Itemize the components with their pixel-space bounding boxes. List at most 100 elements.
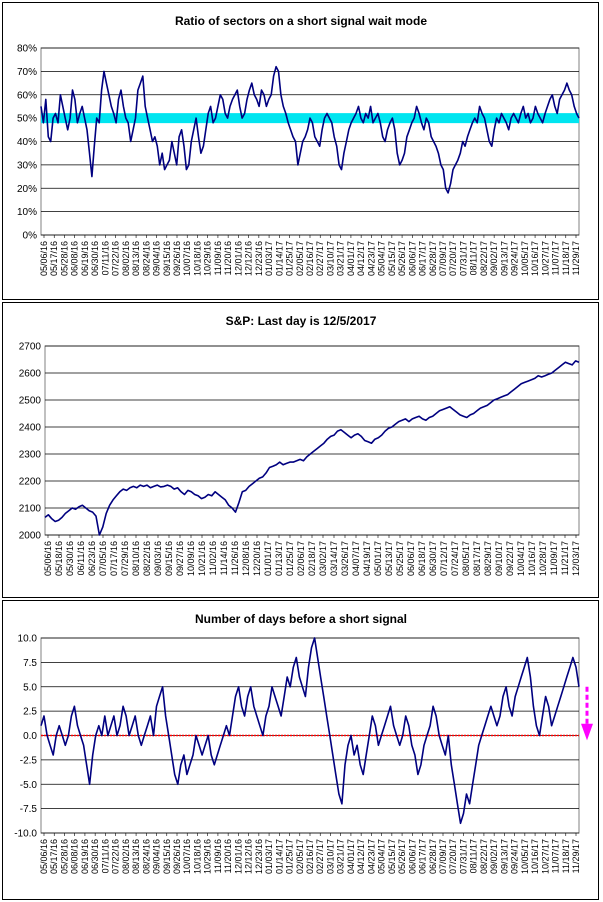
x-tick-label: 06/11/16 bbox=[76, 541, 86, 575]
x-tick-label: 04/23/17 bbox=[366, 839, 376, 874]
x-tick-label: 07/31/17 bbox=[458, 241, 468, 276]
x-tick-label: 08/22/17 bbox=[479, 241, 489, 276]
x-tick-label: 07/22/16 bbox=[111, 839, 121, 874]
x-tick-label: 05/04/17 bbox=[377, 241, 387, 276]
y-tick-label: 2500 bbox=[19, 396, 42, 407]
x-tick-label: 07/05/16 bbox=[98, 541, 108, 576]
y-tick-label: 0% bbox=[23, 231, 38, 242]
x-tick-label: 07/20/17 bbox=[448, 241, 458, 276]
x-tick-label: 10/05/17 bbox=[520, 839, 530, 874]
x-tick-label: 08/24/16 bbox=[141, 241, 151, 276]
x-tick-label: 08/24/16 bbox=[141, 839, 151, 874]
x-tick-label: 08/11/17 bbox=[469, 241, 479, 275]
x-tick-label: 08/10/16 bbox=[131, 541, 141, 576]
x-tick-label: 05/06/16 bbox=[43, 541, 53, 576]
x-tick-label: 12/01/16 bbox=[233, 241, 243, 276]
x-tick-label: 06/08/16 bbox=[70, 241, 80, 276]
x-tick-label: 01/13/17 bbox=[274, 541, 284, 576]
x-tick-label: 11/29/17 bbox=[571, 241, 581, 275]
y-tick-label: 0.0 bbox=[23, 731, 37, 742]
x-tick-label: 11/09/17 bbox=[549, 541, 559, 575]
y-tick-label: 2300 bbox=[19, 450, 42, 461]
x-tick-label: 04/07/17 bbox=[351, 541, 361, 576]
x-tick-label: 07/09/17 bbox=[438, 241, 448, 276]
x-tick-label: 10/27/17 bbox=[540, 241, 550, 276]
x-tick-label: 09/10/17 bbox=[494, 541, 504, 576]
x-tick-label: 09/13/17 bbox=[499, 839, 509, 874]
x-tick-label: 04/23/17 bbox=[366, 241, 376, 276]
x-tick-label: 08/17/17 bbox=[472, 541, 482, 576]
x-tick-label: 04/01/17 bbox=[346, 839, 356, 874]
y-tick-label: -7.5 bbox=[20, 804, 38, 815]
x-tick-label: 02/27/17 bbox=[315, 241, 325, 276]
y-tick-label: 2700 bbox=[19, 342, 42, 353]
chart-panel-sp500: S&P: Last day is 12/5/2017 2000 2100 2200 2… bbox=[2, 302, 599, 598]
x-tick-label: 11/18/17 bbox=[561, 839, 571, 873]
chart-title: Number of days before a short signal bbox=[195, 612, 407, 626]
x-tick-label: 05/17/16 bbox=[49, 241, 59, 276]
x-tick-label: 04/12/17 bbox=[356, 241, 366, 276]
x-tick-label: 09/02/17 bbox=[489, 241, 499, 276]
x-tick-label: 06/30/16 bbox=[90, 241, 100, 276]
x-tick-label: 07/12/17 bbox=[439, 541, 449, 576]
x-tick-label: 10/16/17 bbox=[527, 541, 537, 576]
x-tick-label: 01/25/17 bbox=[285, 241, 295, 276]
y-tick-label: 5.0 bbox=[23, 682, 37, 693]
x-tick-label: 12/23/16 bbox=[254, 839, 264, 874]
x-tick-label: 11/14/16 bbox=[219, 541, 229, 575]
x-tick-label: 06/08/16 bbox=[70, 839, 80, 874]
y-tick-label: 2000 bbox=[19, 531, 42, 542]
x-tick-label: 10/16/17 bbox=[530, 839, 540, 874]
x-tick-label: 05/28/16 bbox=[59, 839, 69, 874]
x-tick-label: 10/07/16 bbox=[182, 241, 192, 276]
x-tick-label: 10/18/16 bbox=[192, 839, 202, 874]
x-tick-label: 09/24/17 bbox=[510, 839, 520, 874]
x-tick-label: 07/11/16 bbox=[100, 839, 110, 873]
x-tick-label: 08/02/16 bbox=[121, 241, 131, 276]
x-tick-label: 11/29/17 bbox=[571, 839, 581, 873]
x-tick-label: 06/30/17 bbox=[428, 541, 438, 576]
x-tick-label: 09/15/16 bbox=[164, 541, 174, 576]
x-tick-label: 12/23/16 bbox=[254, 241, 264, 276]
x-tick-label: 05/06/16 bbox=[39, 241, 49, 276]
y-tick-label: 30% bbox=[17, 160, 37, 171]
x-tick-label: 01/03/17 bbox=[264, 241, 274, 276]
y-tick-label: 40% bbox=[17, 137, 37, 148]
x-tick-label: 10/04/17 bbox=[516, 541, 526, 576]
x-tick-label: 08/22/16 bbox=[142, 541, 152, 576]
x-tick-label: 08/29/17 bbox=[483, 541, 493, 576]
y-tick-label: 2100 bbox=[19, 504, 42, 515]
x-tick-label: 09/22/17 bbox=[505, 541, 515, 576]
x-tick-label: 02/06/17 bbox=[296, 541, 306, 576]
x-tick-label: 09/26/16 bbox=[172, 839, 182, 874]
down-arrow-head bbox=[581, 723, 593, 741]
x-tick-label: 11/02/16 bbox=[208, 541, 218, 575]
x-tick-label: 06/06/17 bbox=[406, 541, 416, 576]
x-tick-label: 03/14/17 bbox=[329, 541, 339, 576]
x-tick-label: 06/23/16 bbox=[87, 541, 97, 576]
x-tick-label: 01/25/17 bbox=[285, 541, 295, 576]
x-tick-label: 09/15/16 bbox=[162, 839, 172, 874]
x-tick-label: 06/28/17 bbox=[428, 241, 438, 276]
y-tick-label: 10% bbox=[17, 207, 37, 218]
x-tick-label: 03/02/17 bbox=[318, 541, 328, 576]
x-tick-label: 08/13/16 bbox=[131, 839, 141, 874]
x-tick-label: 07/22/16 bbox=[111, 241, 121, 276]
y-tick-label: -2.5 bbox=[20, 755, 38, 766]
x-tick-label: 08/13/16 bbox=[131, 241, 141, 276]
x-tick-label: 03/21/17 bbox=[336, 839, 346, 874]
y-tick-label: 80% bbox=[17, 44, 37, 55]
x-tick-label: 10/29/16 bbox=[203, 241, 213, 276]
x-tick-label: 10/07/16 bbox=[182, 839, 192, 874]
x-tick-label: 04/12/17 bbox=[356, 839, 366, 874]
x-tick-label: 05/25/17 bbox=[395, 541, 405, 576]
x-tick-label: 07/17/16 bbox=[109, 541, 119, 576]
x-tick-label: 12/20/16 bbox=[252, 541, 262, 576]
x-tick-label: 06/19/16 bbox=[80, 241, 90, 276]
x-tick-label: 05/30/16 bbox=[65, 541, 75, 576]
x-tick-label: 01/14/17 bbox=[274, 839, 284, 874]
y-tick-label: 2200 bbox=[19, 477, 42, 488]
days-before-signal-chart: Number of days before a short signal -10… bbox=[14, 612, 593, 874]
x-tick-label: 02/18/17 bbox=[307, 541, 317, 576]
x-tick-label: 11/09/16 bbox=[213, 241, 223, 275]
